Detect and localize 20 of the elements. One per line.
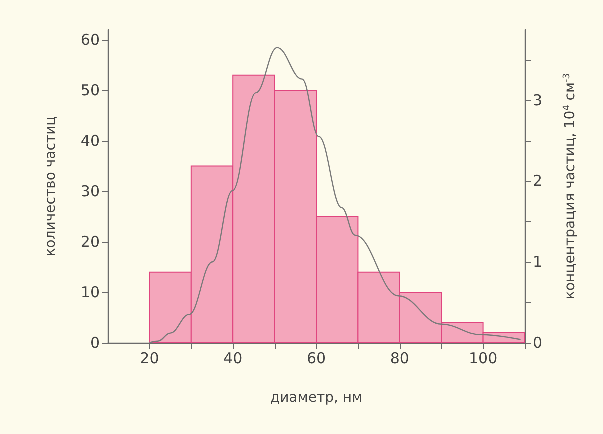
x-tick-label: 60 xyxy=(306,350,326,368)
line-series xyxy=(149,47,522,344)
x-axis-title: диаметр, нм xyxy=(270,390,363,406)
y-tick-label: 0 xyxy=(90,334,100,352)
y-tick-label: 10 xyxy=(80,284,100,302)
y2-tick-label: 3 xyxy=(533,91,543,110)
y2-axis-title: концентрация частиц, 104 см-3 xyxy=(562,73,578,300)
x-tick-label: 100 xyxy=(468,350,498,368)
y-axis-title: количество частиц xyxy=(43,116,59,257)
x-tick-label: 20 xyxy=(140,350,160,368)
y-tick-label: 60 xyxy=(80,31,100,50)
x-tick-label: 80 xyxy=(390,350,410,368)
y-tick-label: 30 xyxy=(80,182,100,201)
y-tick-label: 40 xyxy=(80,132,100,150)
y2-tick-label: 0 xyxy=(533,334,543,352)
x-tick-label: 40 xyxy=(224,350,243,368)
y2-tick-label: 2 xyxy=(533,172,543,190)
y-tick-label: 50 xyxy=(80,82,100,100)
y-tick-label: 20 xyxy=(80,233,100,252)
y2-tick-label: 1 xyxy=(533,253,543,272)
